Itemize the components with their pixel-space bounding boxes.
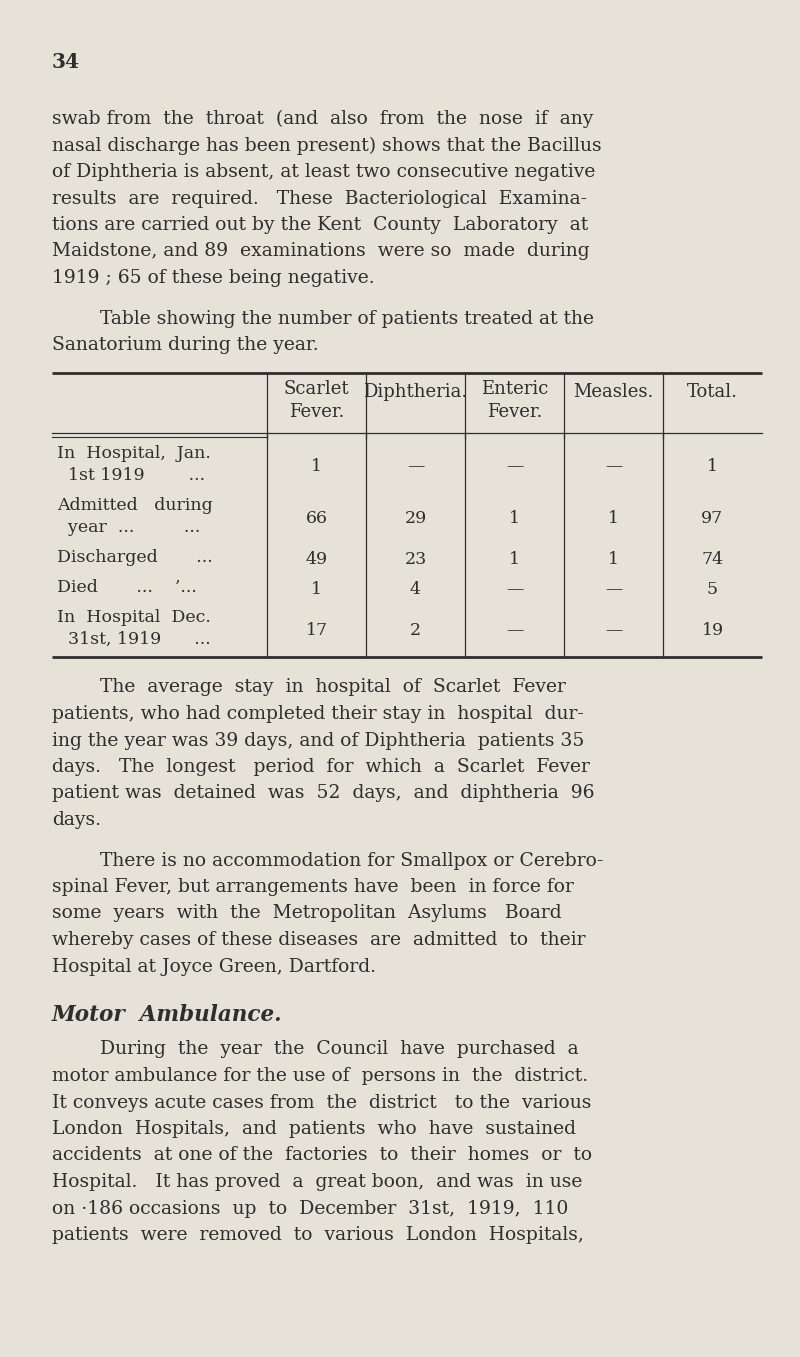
Text: —: — [506,581,523,598]
Text: of Diphtheria is absent, at least two consecutive negative: of Diphtheria is absent, at least two co… [52,163,595,180]
Text: Table showing the number of patients treated at the: Table showing the number of patients tre… [52,309,594,327]
Text: —: — [506,622,523,639]
Text: 1: 1 [608,510,619,527]
Text: 1919 ; 65 of these being negative.: 1919 ; 65 of these being negative. [52,269,374,286]
Text: —: — [605,622,622,639]
Text: —: — [407,459,424,475]
Text: 97: 97 [702,510,724,527]
Text: London  Hospitals,  and  patients  who  have  sustained: London Hospitals, and patients who have … [52,1120,576,1139]
Text: Hospital.   It has proved  a  great boon,  and was  in use: Hospital. It has proved a great boon, an… [52,1172,582,1191]
Text: results  are  required.   These  Bacteriological  Examina-: results are required. These Bacteriologi… [52,190,587,208]
Text: 1: 1 [509,551,520,569]
Text: 29: 29 [404,510,426,527]
Text: Measles.: Measles. [574,383,654,400]
Text: In  Hospital,  Jan.: In Hospital, Jan. [57,445,211,461]
Text: tions are carried out by the Kent  County  Laboratory  at: tions are carried out by the Kent County… [52,216,588,233]
Text: Sanatorium during the year.: Sanatorium during the year. [52,337,318,354]
Text: 1st 1919        ...: 1st 1919 ... [57,467,205,484]
Text: 17: 17 [306,622,327,639]
Text: 1: 1 [707,459,718,475]
Text: In  Hospital  Dec.: In Hospital Dec. [57,608,211,626]
Text: accidents  at one of the  factories  to  their  homes  or  to: accidents at one of the factories to the… [52,1147,592,1164]
Text: Fever.: Fever. [289,403,344,421]
Text: During  the  year  the  Council  have  purchased  a: During the year the Council have purchas… [52,1041,578,1058]
Text: —: — [605,459,622,475]
Text: 1: 1 [311,459,322,475]
Text: Hospital at Joyce Green, Dartford.: Hospital at Joyce Green, Dartford. [52,958,376,976]
Text: Discharged       ...: Discharged ... [57,548,213,566]
Text: Fever.: Fever. [487,403,542,421]
Text: ing the year was 39 days, and of Diphtheria  patients 35: ing the year was 39 days, and of Diphthe… [52,731,584,749]
Text: 31st, 1919      ...: 31st, 1919 ... [57,631,210,649]
Text: on ·186 occasions  up  to  December  31st,  1919,  110: on ·186 occasions up to December 31st, 1… [52,1200,568,1217]
Text: nasal discharge has been present) shows that the Bacillus: nasal discharge has been present) shows … [52,137,602,155]
Text: motor ambulance for the use of  persons in  the  district.: motor ambulance for the use of persons i… [52,1067,588,1086]
Text: patients  were  removed  to  various  London  Hospitals,: patients were removed to various London … [52,1225,584,1244]
Text: whereby cases of these diseases  are  admitted  to  their: whereby cases of these diseases are admi… [52,931,586,949]
Text: 19: 19 [702,622,723,639]
Text: Scarlet: Scarlet [284,380,350,399]
Text: 4: 4 [410,581,421,598]
Text: year  ...         ...: year ... ... [57,518,200,536]
Text: 1: 1 [311,581,322,598]
Text: 49: 49 [306,551,327,569]
Text: Maidstone, and 89  examinations  were so  made  during: Maidstone, and 89 examinations were so m… [52,243,590,261]
Text: some  years  with  the  Metropolitan  Asylums   Board: some years with the Metropolitan Asylums… [52,905,562,923]
Text: 23: 23 [404,551,426,569]
Text: patient was  detained  was  52  days,  and  diphtheria  96: patient was detained was 52 days, and di… [52,784,594,802]
Text: Diphtheria.: Diphtheria. [363,383,468,400]
Text: days.: days. [52,811,101,829]
Text: —: — [605,581,622,598]
Text: Admitted   during: Admitted during [57,497,213,513]
Text: Enteric: Enteric [481,380,548,399]
Text: patients, who had completed their stay in  hospital  dur-: patients, who had completed their stay i… [52,706,584,723]
Text: spinal Fever, but arrangements have  been  in force for: spinal Fever, but arrangements have been… [52,878,574,896]
Text: days.   The  longest   period  for  which  a  Scarlet  Fever: days. The longest period for which a Sca… [52,759,590,776]
Text: The  average  stay  in  hospital  of  Scarlet  Fever: The average stay in hospital of Scarlet … [52,678,566,696]
Text: 1: 1 [509,510,520,527]
Text: There is no accommodation for Smallpox or Cerebro-: There is no accommodation for Smallpox o… [52,851,603,870]
Text: Died       ...    ’...: Died ... ’... [57,578,197,596]
Text: Motor  Ambulance.: Motor Ambulance. [52,1004,282,1026]
Text: 74: 74 [702,551,723,569]
Text: 66: 66 [306,510,327,527]
Text: swab from  the  throat  (and  also  from  the  nose  if  any: swab from the throat (and also from the … [52,110,594,129]
Text: It conveys acute cases from  the  district   to the  various: It conveys acute cases from the district… [52,1094,591,1111]
Text: 34: 34 [52,52,80,72]
Text: 2: 2 [410,622,421,639]
Text: —: — [506,459,523,475]
Text: 1: 1 [608,551,619,569]
Text: 5: 5 [707,581,718,598]
Text: Total.: Total. [687,383,738,400]
